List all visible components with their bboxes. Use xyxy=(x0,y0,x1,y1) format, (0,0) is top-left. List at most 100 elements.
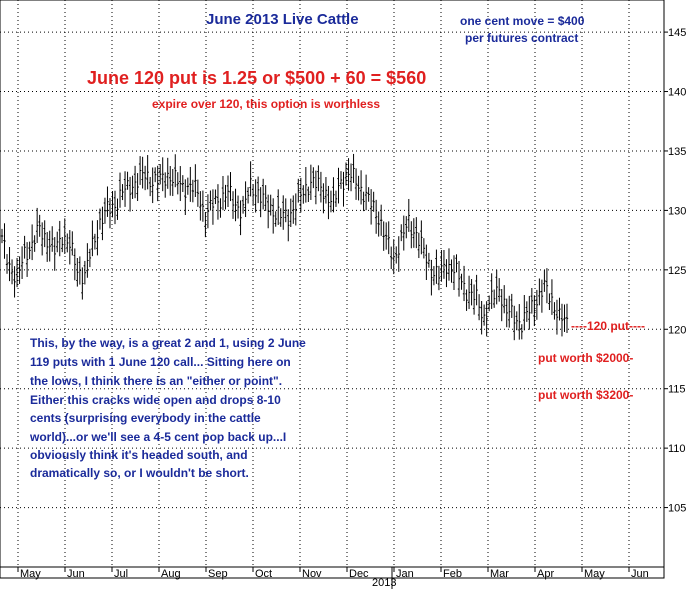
price-bar xyxy=(191,179,195,203)
price-bar xyxy=(40,222,44,256)
price-bar xyxy=(138,156,142,185)
price-bar xyxy=(498,278,501,302)
price-bar xyxy=(563,304,566,332)
price-bar xyxy=(367,187,370,202)
price-bar xyxy=(272,198,275,234)
price-bar xyxy=(211,189,215,225)
price-bar xyxy=(379,204,383,236)
year-label: 2013 xyxy=(372,577,396,589)
price-bar xyxy=(307,186,310,203)
price-bar xyxy=(395,246,398,264)
annotation-put-2000: put worth $2000- xyxy=(538,351,633,365)
subheadline: expire over 120, this option is worthles… xyxy=(152,97,380,111)
price-bar xyxy=(467,275,471,310)
price-bar xyxy=(425,244,428,281)
price-bar xyxy=(432,266,436,286)
price-bar xyxy=(317,165,320,192)
commentary: This, by the way, is a great 2 and 1, us… xyxy=(29,336,306,480)
price-bar xyxy=(503,285,506,314)
price-bar xyxy=(372,191,375,212)
price-bar xyxy=(304,166,308,203)
price-bar xyxy=(560,303,564,337)
price-bar xyxy=(505,298,508,328)
price-bar xyxy=(214,189,217,205)
price-bar xyxy=(33,235,36,252)
price-bar xyxy=(76,257,79,287)
price-bar xyxy=(148,176,152,197)
x-tick-label: Mar xyxy=(490,568,509,580)
price-bar xyxy=(101,206,104,241)
price-bar xyxy=(236,195,240,219)
price-bar xyxy=(510,293,513,318)
price-bar xyxy=(455,254,458,273)
price-bar xyxy=(535,289,539,320)
price-bar xyxy=(91,220,94,257)
price-bar xyxy=(259,187,262,218)
annotation-put-3200: put worth $3200- xyxy=(538,388,633,402)
price-bar xyxy=(410,221,413,249)
commentary-line: dramatically so, or I wouldn't be short. xyxy=(30,466,249,480)
price-bar xyxy=(18,256,21,284)
price-bar xyxy=(279,208,282,227)
price-bar xyxy=(254,179,257,213)
price-bar xyxy=(312,167,315,189)
price-bar xyxy=(490,273,493,309)
price-bar xyxy=(482,304,486,326)
price-bar xyxy=(241,195,245,214)
price-bar xyxy=(219,198,222,218)
price-bar xyxy=(194,164,197,198)
price-bar xyxy=(234,188,237,222)
price-bar xyxy=(475,274,478,306)
price-bar xyxy=(402,215,405,251)
price-bar xyxy=(189,166,192,202)
price-bar xyxy=(377,211,380,237)
price-bar xyxy=(93,233,97,250)
price-bar xyxy=(146,155,149,190)
price-bar xyxy=(342,171,345,207)
annotation-120-put: ----120 put---- xyxy=(571,319,645,333)
price-bar xyxy=(66,233,69,253)
price-bar xyxy=(196,179,200,207)
price-bar xyxy=(229,172,232,202)
price-bar xyxy=(553,302,556,320)
price-bar xyxy=(261,178,265,210)
price-bar xyxy=(126,171,129,190)
price-bar xyxy=(289,198,292,228)
price-bar xyxy=(407,198,410,232)
price-bar xyxy=(118,172,122,208)
price-bar xyxy=(550,279,554,315)
gridlines xyxy=(0,0,664,567)
price-bar xyxy=(297,178,300,203)
price-bar xyxy=(417,232,421,259)
price-bar xyxy=(430,259,433,296)
price-bar xyxy=(357,175,360,201)
headline: June 120 put is 1.25 or $500 + 60 = $560 xyxy=(87,68,426,88)
price-bar xyxy=(422,238,426,259)
price-bar xyxy=(523,295,526,331)
price-bar xyxy=(548,293,551,310)
price-bar xyxy=(35,207,39,243)
price-bar xyxy=(382,221,385,251)
price-bar xyxy=(264,185,267,211)
price-bar xyxy=(309,164,313,200)
price-bar xyxy=(246,187,250,204)
price-bar xyxy=(369,189,373,225)
subtitle-line-2: per futures contract xyxy=(465,31,578,45)
price-bar xyxy=(440,250,443,282)
price-bar xyxy=(387,221,390,255)
price-bar xyxy=(344,162,348,186)
price-bar xyxy=(56,231,59,253)
price-bar xyxy=(487,295,491,312)
price-bar xyxy=(251,184,255,206)
price-bar xyxy=(495,269,498,305)
price-bar xyxy=(46,232,49,262)
price-bar xyxy=(339,171,343,189)
price-bar xyxy=(385,222,388,250)
price-bar xyxy=(359,170,363,205)
price-bar xyxy=(457,260,461,297)
price-bar xyxy=(88,248,92,268)
price-bar xyxy=(51,226,54,252)
price-bar xyxy=(364,174,368,211)
price-bar xyxy=(334,190,338,207)
price-bar xyxy=(28,241,31,260)
